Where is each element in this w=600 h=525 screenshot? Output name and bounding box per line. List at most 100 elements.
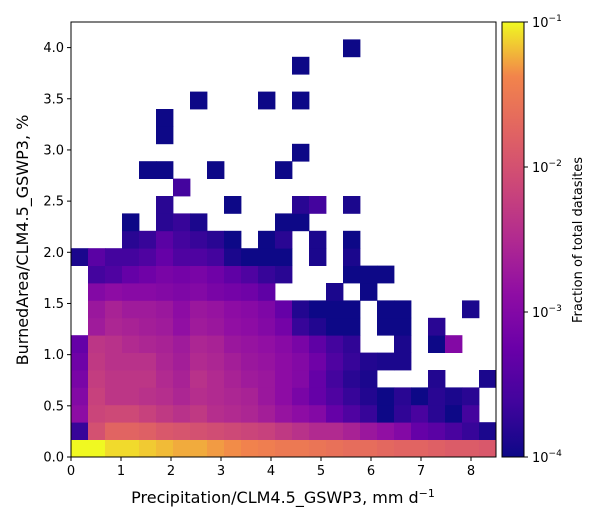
heatmap-cell: [173, 335, 191, 353]
heatmap-cell: [224, 265, 242, 284]
heatmap-cell: [394, 387, 412, 406]
heatmap-cell: [343, 196, 361, 214]
x-axis-label: Precipitation/CLM4.5_GSWP3, mm d−1: [131, 487, 435, 508]
heatmap-cell: [343, 352, 361, 371]
heatmap-cell: [207, 422, 225, 440]
heatmap-cell: [292, 370, 310, 388]
heatmap-cell: [258, 317, 276, 336]
heatmap-cell: [343, 39, 361, 58]
heatmap-cell: [258, 265, 276, 284]
x-tick-label: 0: [67, 464, 75, 479]
heatmap-cell: [292, 352, 310, 371]
heatmap-cell: [292, 439, 310, 458]
colorbar-tick-label: 10−1: [532, 14, 562, 31]
heatmap-cell: [445, 439, 463, 458]
heatmap-cell: [411, 422, 429, 440]
heatmap-cell: [88, 422, 106, 440]
heatmap-cell: [343, 422, 361, 440]
heatmap-cell: [377, 404, 395, 423]
heatmap-cell: [190, 91, 208, 110]
heatmap-cell: [394, 300, 412, 319]
heatmap-cell: [275, 352, 293, 371]
colorbar-tick-label: 10−4: [532, 449, 562, 466]
heatmap-cell: [241, 404, 259, 423]
heatmap-cell: [190, 317, 208, 336]
heatmap-cell: [428, 404, 446, 423]
heatmap-cells: [71, 39, 497, 458]
heatmap-cell: [139, 370, 157, 388]
colorbar-label: Fraction of total datasites: [571, 157, 586, 323]
heatmap-cell: [139, 317, 157, 336]
y-tick-label: 0.5: [43, 399, 64, 414]
heatmap-cell: [258, 370, 276, 388]
heatmap-cell: [173, 387, 191, 406]
heatmap-cell: [88, 300, 106, 319]
plot-frame: [70, 21, 497, 458]
heatmap-cell: [275, 387, 293, 406]
heatmap-cell: [224, 283, 242, 301]
heatmap-cell: [122, 213, 140, 232]
heatmap-cell: [207, 335, 225, 353]
heatmap-cell: [360, 387, 378, 406]
heatmap-cell: [241, 335, 259, 353]
heatmap-cell: [241, 387, 259, 406]
heatmap-cell: [411, 387, 429, 406]
x-tick-label: 5: [317, 464, 325, 479]
heatmap-cell: [207, 317, 225, 336]
heatmap-cell: [156, 439, 174, 458]
heatmap-cell: [292, 387, 310, 406]
heatmap-cell: [190, 230, 208, 249]
heatmap-cell: [394, 317, 412, 336]
heatmap-cell: [326, 317, 344, 336]
heatmap-cell: [309, 230, 327, 249]
heatmap-cell: [275, 248, 293, 266]
y-axis-ticks: 0.0 0.5 1.0 1.5 2.0 2.5 3.0 3.5 4.0: [43, 41, 71, 466]
heatmap-cell: [292, 91, 310, 110]
heatmap-cell: [292, 317, 310, 336]
heatmap-cell: [241, 300, 259, 319]
heatmap-cell: [105, 265, 123, 284]
heatmap-cell: [258, 300, 276, 319]
heatmap-cell: [71, 387, 89, 406]
heatmap-cell: [190, 213, 208, 232]
heatmap-cell: [241, 352, 259, 371]
heatmap-cell: [343, 300, 361, 319]
heatmap-cell: [377, 439, 395, 458]
heatmap-cell: [462, 300, 480, 319]
heatmap-cell: [71, 248, 89, 266]
heatmap-cell: [139, 439, 157, 458]
heatmap-cell: [139, 283, 157, 301]
x-tick-label: 2: [167, 464, 175, 479]
y-tick-label: 3.0: [43, 143, 64, 158]
heatmap-cell: [88, 404, 106, 423]
colorbar-ticks: 10−1 10−2 10−3 10−4: [524, 14, 562, 466]
heatmap-cell: [122, 248, 140, 266]
heatmap-cell: [309, 196, 327, 214]
heatmap-cell: [156, 248, 174, 266]
heatmap-cell: [88, 352, 106, 371]
heatmap-cell: [207, 230, 225, 249]
heatmap-cell: [122, 370, 140, 388]
heatmap-cell: [105, 370, 123, 388]
heatmap-cell: [190, 283, 208, 301]
heatmap-cell: [326, 439, 344, 458]
heatmap-cell: [258, 335, 276, 353]
heatmap-cell: [292, 196, 310, 214]
heatmap-cell: [241, 265, 259, 284]
colorbar-tick-label: 10−2: [532, 159, 562, 176]
heatmap-cell: [326, 335, 344, 353]
heatmap-cell: [343, 230, 361, 249]
heatmap-cell: [173, 439, 191, 458]
heatmap-cell: [377, 387, 395, 406]
heatmap-cell: [122, 230, 140, 249]
heatmap-cell: [326, 422, 344, 440]
heatmap-cell: [122, 335, 140, 353]
heatmap-cell: [309, 248, 327, 266]
heatmap-cell: [343, 387, 361, 406]
colorbar-tick-label: 10−3: [532, 304, 562, 321]
heatmap-cell: [309, 300, 327, 319]
heatmap-cell: [224, 439, 242, 458]
heatmap-cell: [190, 387, 208, 406]
heatmap-cell: [105, 352, 123, 371]
